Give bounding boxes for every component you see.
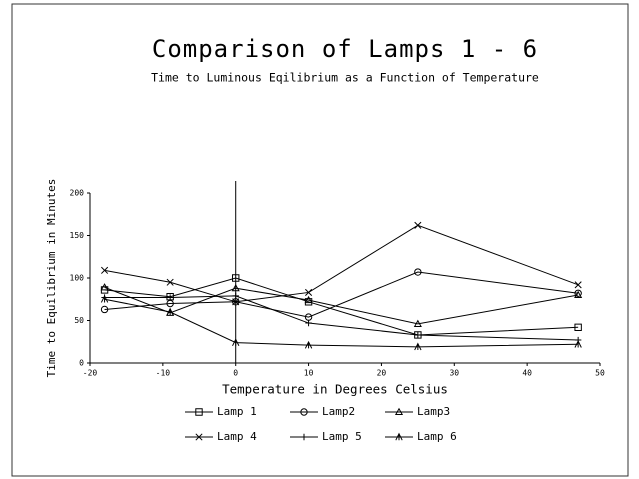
marker [100, 305, 109, 314]
marker [574, 290, 583, 299]
legend-label: Lamp 4 [217, 430, 257, 443]
legend-entry: Lamp 6 [385, 430, 457, 443]
series-line [104, 295, 579, 341]
legend-label: Lamp2 [322, 405, 355, 418]
x-tick-label: -20 [83, 369, 98, 378]
legend-entry: Lamp 5 [290, 430, 362, 443]
legend-label: Lamp 1 [217, 405, 257, 418]
series-line [104, 298, 579, 348]
x-tick-label: 30 [449, 369, 459, 378]
marker [574, 281, 582, 289]
x-tick-label: 0 [233, 369, 238, 378]
series-line [104, 224, 579, 303]
legend-label: Lamp3 [417, 405, 450, 418]
x-tick-label: 10 [304, 369, 314, 378]
marker [300, 433, 308, 441]
marker [305, 319, 312, 327]
marker [304, 295, 313, 304]
series-line [104, 286, 579, 325]
marker [101, 266, 109, 274]
marker [395, 432, 403, 441]
marker [232, 298, 240, 306]
marker [413, 319, 422, 327]
x-tick-label: 50 [595, 369, 605, 378]
legend-entry: Lamp 4 [185, 430, 257, 443]
marker [414, 268, 422, 276]
marker [574, 339, 582, 348]
y-axis-label: Time to Equilibrium in Minutes [45, 179, 58, 378]
y-tick-label: 200 [70, 189, 85, 198]
marker [394, 407, 404, 416]
marker [166, 307, 174, 316]
y-tick-label: 50 [74, 316, 84, 325]
x-axis-label: Temperature in Degrees Celsius [222, 382, 448, 397]
chart-subtitle: Time to Luminous Eqilibrium as a Functio… [151, 71, 539, 85]
marker [166, 278, 174, 286]
chart-title: Comparison of Lamps 1 - 6 [152, 35, 538, 63]
marker [232, 292, 239, 300]
marker [414, 342, 422, 351]
marker [414, 221, 422, 229]
x-tick-label: 20 [377, 369, 387, 378]
marker [574, 323, 582, 331]
marker [195, 433, 203, 441]
y-tick-label: 0 [79, 359, 84, 368]
marker [166, 294, 174, 301]
marker [305, 288, 313, 297]
marker [100, 294, 109, 303]
legend-label: Lamp 5 [322, 430, 362, 443]
marker [574, 289, 582, 297]
legend-entry: Lamp2 [290, 405, 355, 418]
x-tick-label: 40 [522, 369, 532, 378]
y-tick-label: 150 [70, 231, 85, 240]
series-line [104, 277, 579, 336]
frame [11, 3, 629, 477]
x-tick-label: -10 [156, 369, 171, 378]
marker [195, 408, 203, 416]
marker [232, 274, 240, 282]
marker [300, 408, 308, 416]
legend-entry: Lamp 1 [185, 405, 257, 418]
marker [232, 338, 240, 347]
legend-label: Lamp 6 [417, 430, 457, 443]
marker [304, 340, 313, 349]
y-tick-label: 100 [70, 274, 85, 283]
marker [231, 283, 240, 292]
legend-entry: Lamp3 [385, 405, 450, 418]
marker [414, 331, 422, 339]
marker [414, 331, 422, 339]
marker [100, 283, 109, 291]
